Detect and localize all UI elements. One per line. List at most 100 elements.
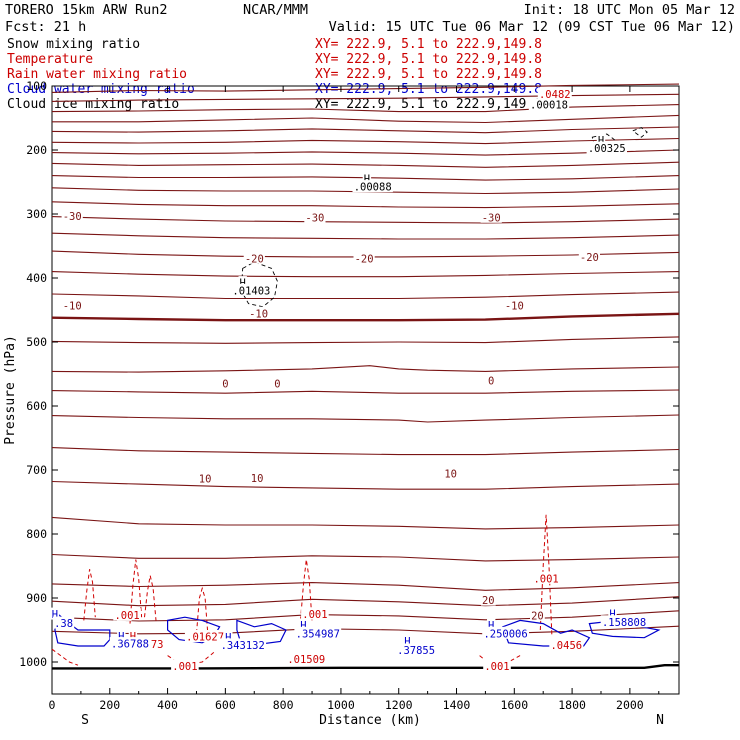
- isotherm-35: [51, 516, 680, 530]
- x-tick-label-200: 200: [99, 698, 120, 712]
- isotherm-label-bg-9: [221, 377, 230, 390]
- isotherm-5: [51, 336, 680, 344]
- isotherm-25: [51, 447, 680, 456]
- isotherm--10: [51, 271, 680, 278]
- x-tick-label-1200: 1200: [385, 698, 413, 712]
- rain-label-4: .001: [484, 661, 509, 673]
- isotherm-label-14: 10: [444, 468, 457, 480]
- legend-temperature-name: Temperature: [7, 52, 93, 67]
- rain-outline-2: [144, 575, 157, 621]
- isotherm-label-bg-3: [243, 251, 265, 264]
- isotherm-label-3: -20: [245, 253, 264, 265]
- isotherm-label-1: -30: [305, 212, 324, 224]
- init-label: Init: 18 UTC Mon 05 Mar 12: [524, 2, 735, 18]
- isotherm-45: [51, 582, 680, 591]
- cloud-water-label-8: H: [488, 620, 494, 632]
- cloud-water-label-7: .37855: [397, 645, 435, 657]
- cloud-water-label-3: .343132: [221, 640, 265, 652]
- isotherm-label-5: -20: [580, 252, 599, 264]
- cloud-water-label-10: H: [609, 609, 615, 621]
- rain-outline-1: [129, 559, 143, 624]
- cloud-water-label-5: .354987: [296, 628, 340, 640]
- valid-time: Valid: 15 UTC Tue 06 Mar 12 (09 CST Tue …: [329, 19, 735, 35]
- isotherm--50: [51, 149, 680, 156]
- isotherm--40: [51, 175, 680, 181]
- isotherm-label-7: -10: [249, 308, 268, 320]
- legend-snow-xy: XY= 222.9, 5.1 to 222.9,149.8: [315, 37, 542, 52]
- isotherm-30: [51, 480, 680, 490]
- isotherm-label-16: 20: [482, 595, 495, 607]
- cloud-water-label-13: .38: [54, 618, 73, 630]
- isotherm-label-bg-14: [443, 466, 459, 479]
- rain-outline-4: [300, 559, 313, 621]
- rain-label-bg-2: [532, 571, 560, 584]
- isotherm-10: [51, 365, 680, 373]
- x-tick-label-800: 800: [273, 698, 294, 712]
- cloud-ice-label-bg-4: [362, 171, 372, 184]
- cloud-ice-label-4: H: [364, 173, 370, 185]
- y-tick-label-100: 100: [26, 79, 47, 93]
- axes: 0 200 400 600 800 1000 1200 1400 1600 1800 2000100…: [19, 79, 679, 712]
- isotherm-label-bg-16: [480, 593, 496, 606]
- isotherm-label-2: -30: [482, 212, 501, 224]
- isotherm-60: [51, 625, 680, 635]
- rain-label-0: .001: [114, 610, 139, 622]
- rain-label-10: .0482: [539, 89, 571, 101]
- rain-label-bg-3: [171, 659, 199, 672]
- rain-label-bg-10: [537, 87, 572, 100]
- cloud-ice-label-bg-2: [596, 133, 606, 146]
- isotherm-label-bg-13: [249, 471, 265, 484]
- cloud-water-label-11: .158808: [602, 617, 646, 629]
- cloud-water-label-bg-7: [395, 643, 437, 656]
- rain-label-bg-0: [113, 608, 141, 621]
- cloud-water-outline-3: [501, 619, 591, 647]
- y-tick-label-400: 400: [26, 271, 47, 285]
- x-tick-label-1000: 1000: [327, 698, 355, 712]
- cloud-water-label-bg-6: [403, 634, 412, 647]
- rain-label-bg-8: [128, 629, 138, 642]
- isotherm--30: [51, 201, 680, 209]
- rain-label-3: .001: [172, 661, 197, 673]
- cloud-water-label-bg-9: [482, 626, 529, 639]
- rain-outline-0: [83, 569, 96, 621]
- rain-label-bg-5: [286, 652, 327, 665]
- cloud-water-label-2: H: [225, 632, 231, 644]
- isotherm-40: [51, 553, 680, 562]
- isotherm-label-bg-6: [61, 299, 83, 312]
- cloud-water-label-bg-4: [299, 618, 308, 631]
- isotherm--80: [51, 83, 680, 93]
- isotherm-15: [51, 389, 680, 394]
- cloud-ice-label-1: .00018: [530, 100, 568, 112]
- cloud-ice-label-2: H: [598, 135, 604, 147]
- y-tick-label-900: 900: [26, 591, 47, 605]
- cloud-ice-label-bg-3: [586, 141, 627, 154]
- temperature-contours: [51, 83, 680, 670]
- isotherm-label-9: 0: [222, 379, 228, 391]
- y-tick-label-300: 300: [26, 207, 47, 221]
- x-axis-title: Distance (km): [319, 713, 421, 728]
- rain-label-bg-4: [483, 659, 511, 672]
- isotherm--55: [51, 137, 680, 145]
- org-label: NCAR/MMM: [243, 2, 308, 18]
- rain-outline-3: [196, 586, 209, 637]
- y-tick-label-700: 700: [26, 463, 47, 477]
- isotherm-label-bg-17: [530, 608, 545, 621]
- x-tick-label-1400: 1400: [443, 698, 471, 712]
- legend-cloud-ice-xy: XY= 222.9, 5.1 to 222.9,149.8: [315, 97, 542, 112]
- cloud-water-label-bg-3: [219, 638, 267, 651]
- cloud-water-label-bg-11: [600, 615, 648, 628]
- isotherm-label-10: 0: [274, 379, 280, 391]
- rain-label-bg-9: [549, 638, 584, 651]
- contour-labels: -30 -30 -30 -20 -20 -20 -10 -10 -10 0 0 0 10 10 10 20 20…: [50, 87, 648, 673]
- ice-outline-2: [631, 127, 648, 138]
- rain-label-9: .0456: [550, 640, 582, 652]
- rain-outline-6: [51, 648, 79, 666]
- isotherm-label-6: -10: [63, 301, 82, 313]
- isotherm-label-bg-4: [353, 251, 375, 264]
- cloud-water-label-1: .36788: [111, 639, 149, 651]
- y-tick-label-500: 500: [26, 335, 47, 349]
- cloud-water-label-bg-12: [50, 607, 60, 620]
- cloud-water-label-9: .250006: [483, 628, 527, 640]
- isotherm--60: [51, 126, 680, 134]
